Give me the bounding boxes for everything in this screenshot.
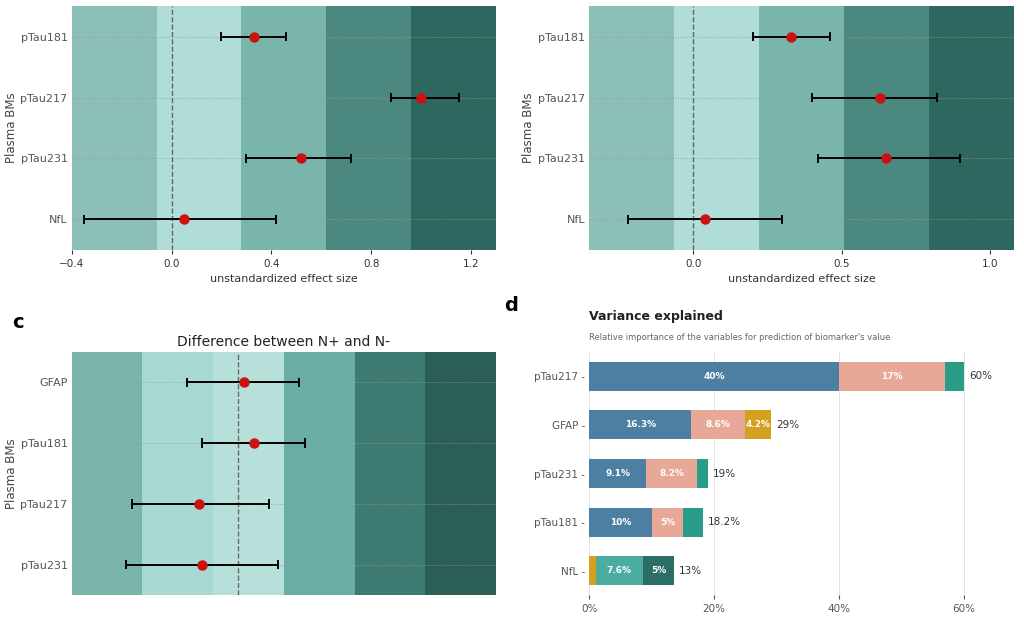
- Text: c: c: [12, 314, 24, 332]
- Bar: [646, 459, 697, 488]
- Bar: [157, 6, 242, 250]
- Y-axis label: Plasma BMs: Plasma BMs: [5, 438, 17, 509]
- Text: 5%: 5%: [651, 566, 667, 575]
- Bar: [72, 352, 142, 595]
- Text: 19%: 19%: [713, 468, 736, 479]
- Bar: [142, 352, 213, 595]
- Text: 29%: 29%: [776, 420, 799, 430]
- Text: 18.2%: 18.2%: [708, 517, 741, 527]
- Bar: [683, 508, 703, 537]
- Bar: [844, 6, 929, 250]
- Bar: [590, 556, 596, 586]
- Bar: [72, 6, 157, 250]
- Text: Variance explained: Variance explained: [590, 310, 723, 323]
- Bar: [744, 410, 771, 440]
- Bar: [759, 6, 844, 250]
- X-axis label: unstandardized effect size: unstandardized effect size: [728, 275, 876, 284]
- Text: 8.6%: 8.6%: [706, 420, 730, 429]
- Bar: [929, 6, 1014, 250]
- Bar: [674, 6, 759, 250]
- Bar: [242, 6, 327, 250]
- Bar: [284, 352, 354, 595]
- Bar: [327, 6, 412, 250]
- Bar: [945, 362, 964, 391]
- Bar: [590, 508, 652, 537]
- Y-axis label: Plasma BMs: Plasma BMs: [5, 93, 17, 163]
- Bar: [652, 508, 683, 537]
- Text: 17%: 17%: [882, 372, 903, 381]
- Title: Difference between N+ and N-: Difference between N+ and N-: [177, 335, 390, 349]
- Text: 16.3%: 16.3%: [625, 420, 655, 429]
- Bar: [425, 352, 496, 595]
- Bar: [691, 410, 744, 440]
- Bar: [590, 459, 646, 488]
- Text: 9.1%: 9.1%: [605, 469, 631, 478]
- Text: 60%: 60%: [969, 371, 992, 381]
- Text: 4.2%: 4.2%: [745, 420, 770, 429]
- Text: d: d: [505, 296, 518, 316]
- Bar: [596, 556, 643, 586]
- Bar: [412, 6, 496, 250]
- Bar: [354, 352, 425, 595]
- Bar: [590, 362, 839, 391]
- Y-axis label: Plasma BMs: Plasma BMs: [522, 93, 536, 163]
- Text: 7.6%: 7.6%: [607, 566, 632, 575]
- Text: Relative importance of the variables for prediction of biomarker's value: Relative importance of the variables for…: [590, 333, 891, 342]
- Text: 8.2%: 8.2%: [659, 469, 684, 478]
- Text: 40%: 40%: [703, 372, 725, 381]
- Bar: [643, 556, 674, 586]
- Bar: [590, 410, 691, 440]
- Text: 13%: 13%: [679, 566, 702, 576]
- Bar: [213, 352, 284, 595]
- X-axis label: unstandardized effect size: unstandardized effect size: [210, 275, 357, 284]
- Bar: [697, 459, 708, 488]
- Bar: [590, 6, 674, 250]
- Bar: [839, 362, 945, 391]
- Text: 10%: 10%: [610, 518, 631, 527]
- Text: 5%: 5%: [659, 518, 675, 527]
